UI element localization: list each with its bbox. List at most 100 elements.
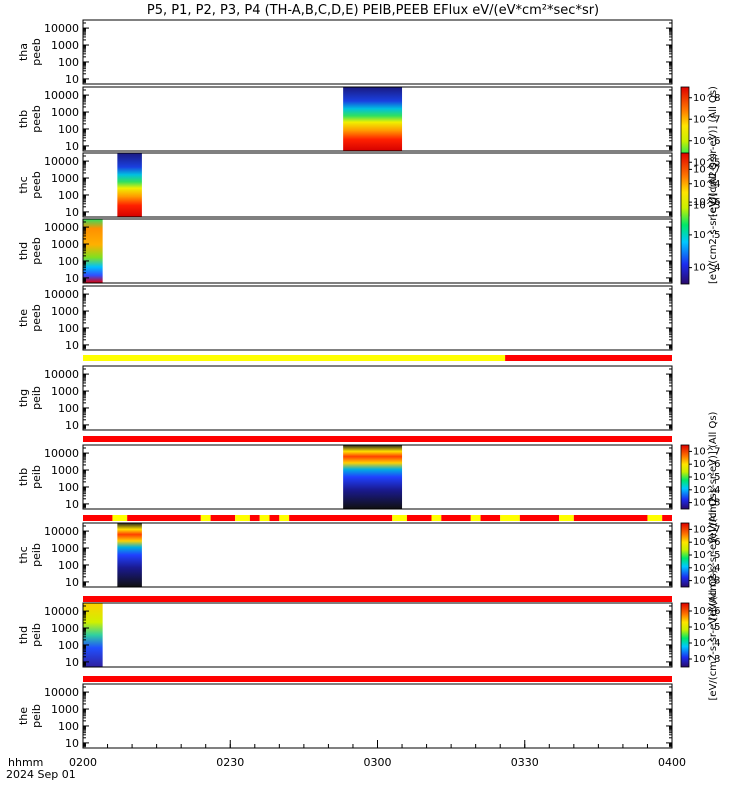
y-tick-label: 100 bbox=[58, 56, 79, 69]
status-segment bbox=[647, 515, 663, 521]
colorbar-tick-label: 10^5 bbox=[693, 472, 720, 483]
colorbar: 10^3 10^4 10^5 10^6[eV/(cm2-s-sr-eV)] (All … bbox=[680, 569, 720, 700]
colorbar: 10^4 10^5 10^6 10^7[eV/(cm2-s-sr-eV)] (All … bbox=[680, 152, 720, 285]
status-segment bbox=[470, 515, 481, 521]
panel-product-label: peib bbox=[30, 386, 43, 410]
y-tick-label: 1000 bbox=[51, 622, 79, 635]
x-axis: hhmm 2024 Sep 01 0200 0230 0300 0330 0400 bbox=[6, 740, 686, 781]
colorbar-gradient bbox=[680, 602, 690, 668]
panel-probe-label: tha bbox=[17, 43, 30, 61]
status-segment bbox=[83, 515, 113, 521]
status-segment bbox=[559, 515, 574, 521]
panel-thd-peib: 10000 1000 100 10 thd peib bbox=[17, 602, 673, 669]
x-axis-label: hhmm bbox=[8, 756, 43, 769]
x-axis-date: 2024 Sep 01 bbox=[6, 768, 76, 781]
status-segment bbox=[505, 355, 672, 361]
y-tick-label: 100 bbox=[58, 559, 79, 572]
colorbar-label: [eV/(cm2-s-sr-eV)] (All Qs) bbox=[708, 569, 719, 700]
x-tick-label: 0330 bbox=[511, 756, 539, 769]
colorbar: 10^3 10^4 10^5 10^6 10^7[eV/(cm2-s-sr-eV)] (… bbox=[680, 489, 720, 620]
x-tick-label: 0230 bbox=[216, 756, 244, 769]
panel-probe-label: thb bbox=[17, 468, 30, 486]
status-segment bbox=[289, 515, 393, 521]
y-tick-label: 10 bbox=[65, 498, 79, 511]
y-tick-label: 100 bbox=[58, 189, 79, 202]
y-tick-label: 10 bbox=[65, 656, 79, 669]
panel-thb-peeb: 10000 1000 100 10 thb peeb bbox=[17, 86, 673, 153]
status-segment bbox=[83, 355, 506, 361]
status-segment bbox=[83, 676, 672, 682]
panel-background bbox=[83, 153, 672, 217]
panel-product-label: peeb bbox=[30, 105, 43, 133]
status-segment bbox=[210, 515, 236, 521]
y-tick-label: 10 bbox=[65, 576, 79, 589]
colorbar-gradient bbox=[680, 444, 690, 510]
spectrogram-block bbox=[83, 603, 103, 667]
colorbar-tick-label: 10^8 bbox=[693, 93, 720, 104]
colorbar-tick-label: 10^4 bbox=[693, 563, 720, 574]
y-tick-label: 100 bbox=[58, 322, 79, 335]
colorbar-label: [eV/(cm2-s-sr-eV)] (All Qs) bbox=[708, 86, 719, 217]
y-tick-label: 1000 bbox=[51, 385, 79, 398]
x-tick-label: 0300 bbox=[364, 756, 392, 769]
panel-product-label: peib bbox=[30, 623, 43, 647]
status-segment bbox=[127, 515, 201, 521]
y-tick-label: 10 bbox=[65, 73, 79, 86]
panel-tha-peeb: 10000 1000 100 10 tha peeb bbox=[17, 19, 673, 86]
y-tick-label: 10000 bbox=[44, 288, 79, 301]
colorbar-tick-label: 10^4 bbox=[693, 485, 720, 496]
colorbar-gradient bbox=[680, 152, 690, 285]
panel-product-label: peeb bbox=[30, 38, 43, 66]
status-segment bbox=[279, 515, 290, 521]
y-tick-label: 100 bbox=[58, 402, 79, 415]
y-tick-label: 10 bbox=[65, 272, 79, 285]
colorbar-tick-label: 10^5 bbox=[693, 230, 720, 241]
status-bars-group bbox=[83, 355, 672, 682]
y-tick-label: 10000 bbox=[44, 605, 79, 618]
colorbar-tick-label: 10^6 bbox=[693, 459, 720, 470]
colorbar-tick-label: 10^4 bbox=[693, 638, 720, 649]
panel-product-label: peib bbox=[30, 704, 43, 728]
y-tick-label: 100 bbox=[58, 639, 79, 652]
y-tick-label: 10 bbox=[65, 140, 79, 153]
status-segment bbox=[83, 436, 672, 442]
panel-probe-label: the bbox=[17, 707, 30, 725]
panel-product-label: peib bbox=[30, 543, 43, 567]
status-segment bbox=[259, 515, 270, 521]
status-segment bbox=[500, 515, 520, 521]
status-segment bbox=[249, 515, 260, 521]
colorbar-tick-label: 10^3 bbox=[693, 498, 720, 509]
panel-thc-peeb: 10000 1000 100 10 thc peeb bbox=[17, 152, 673, 219]
y-tick-label: 10000 bbox=[44, 686, 79, 699]
panel-product-label: peib bbox=[30, 465, 43, 489]
colorbar-label: [eV/(cm2-s-sr-eV)] (All Qs) bbox=[708, 153, 719, 284]
panel-background bbox=[83, 523, 672, 587]
panel-thg-peib: 10000 1000 100 10 thg peib bbox=[17, 365, 673, 432]
status-segment bbox=[662, 515, 672, 521]
colorbar-tick-label: 10^5 bbox=[693, 622, 720, 633]
colorbar: 10^3 10^4 10^5 10^6 10^7[eV/(cm2-s-sr-eV)] (… bbox=[680, 411, 720, 542]
y-tick-label: 10000 bbox=[44, 447, 79, 460]
y-tick-label: 10000 bbox=[44, 89, 79, 102]
panel-probe-label: thc bbox=[17, 546, 30, 563]
status-segment bbox=[392, 515, 407, 521]
y-tick-label: 1000 bbox=[51, 39, 79, 52]
colorbar-tick-label: 10^6 bbox=[693, 537, 720, 548]
status-segment bbox=[83, 596, 672, 602]
status-segment bbox=[441, 515, 471, 521]
panel-background bbox=[83, 684, 672, 748]
colorbar-tick-label: 10^7 bbox=[693, 446, 720, 457]
colorbar-tick-label: 10^7 bbox=[693, 164, 720, 175]
colorbar-tick-label: 10^6 bbox=[693, 606, 720, 617]
y-tick-label: 1000 bbox=[51, 542, 79, 555]
panel-background bbox=[83, 286, 672, 350]
colorbar-tick-label: 10^5 bbox=[693, 157, 720, 168]
colorbar-tick-label: 10^6 bbox=[693, 197, 720, 208]
spectrogram-block bbox=[117, 523, 142, 587]
panel-probe-label: thc bbox=[17, 176, 30, 193]
panel-thc-peib: 10000 1000 100 10 thc peib bbox=[17, 522, 673, 589]
panel-probe-label: thd bbox=[17, 242, 30, 260]
status-segment bbox=[269, 515, 280, 521]
